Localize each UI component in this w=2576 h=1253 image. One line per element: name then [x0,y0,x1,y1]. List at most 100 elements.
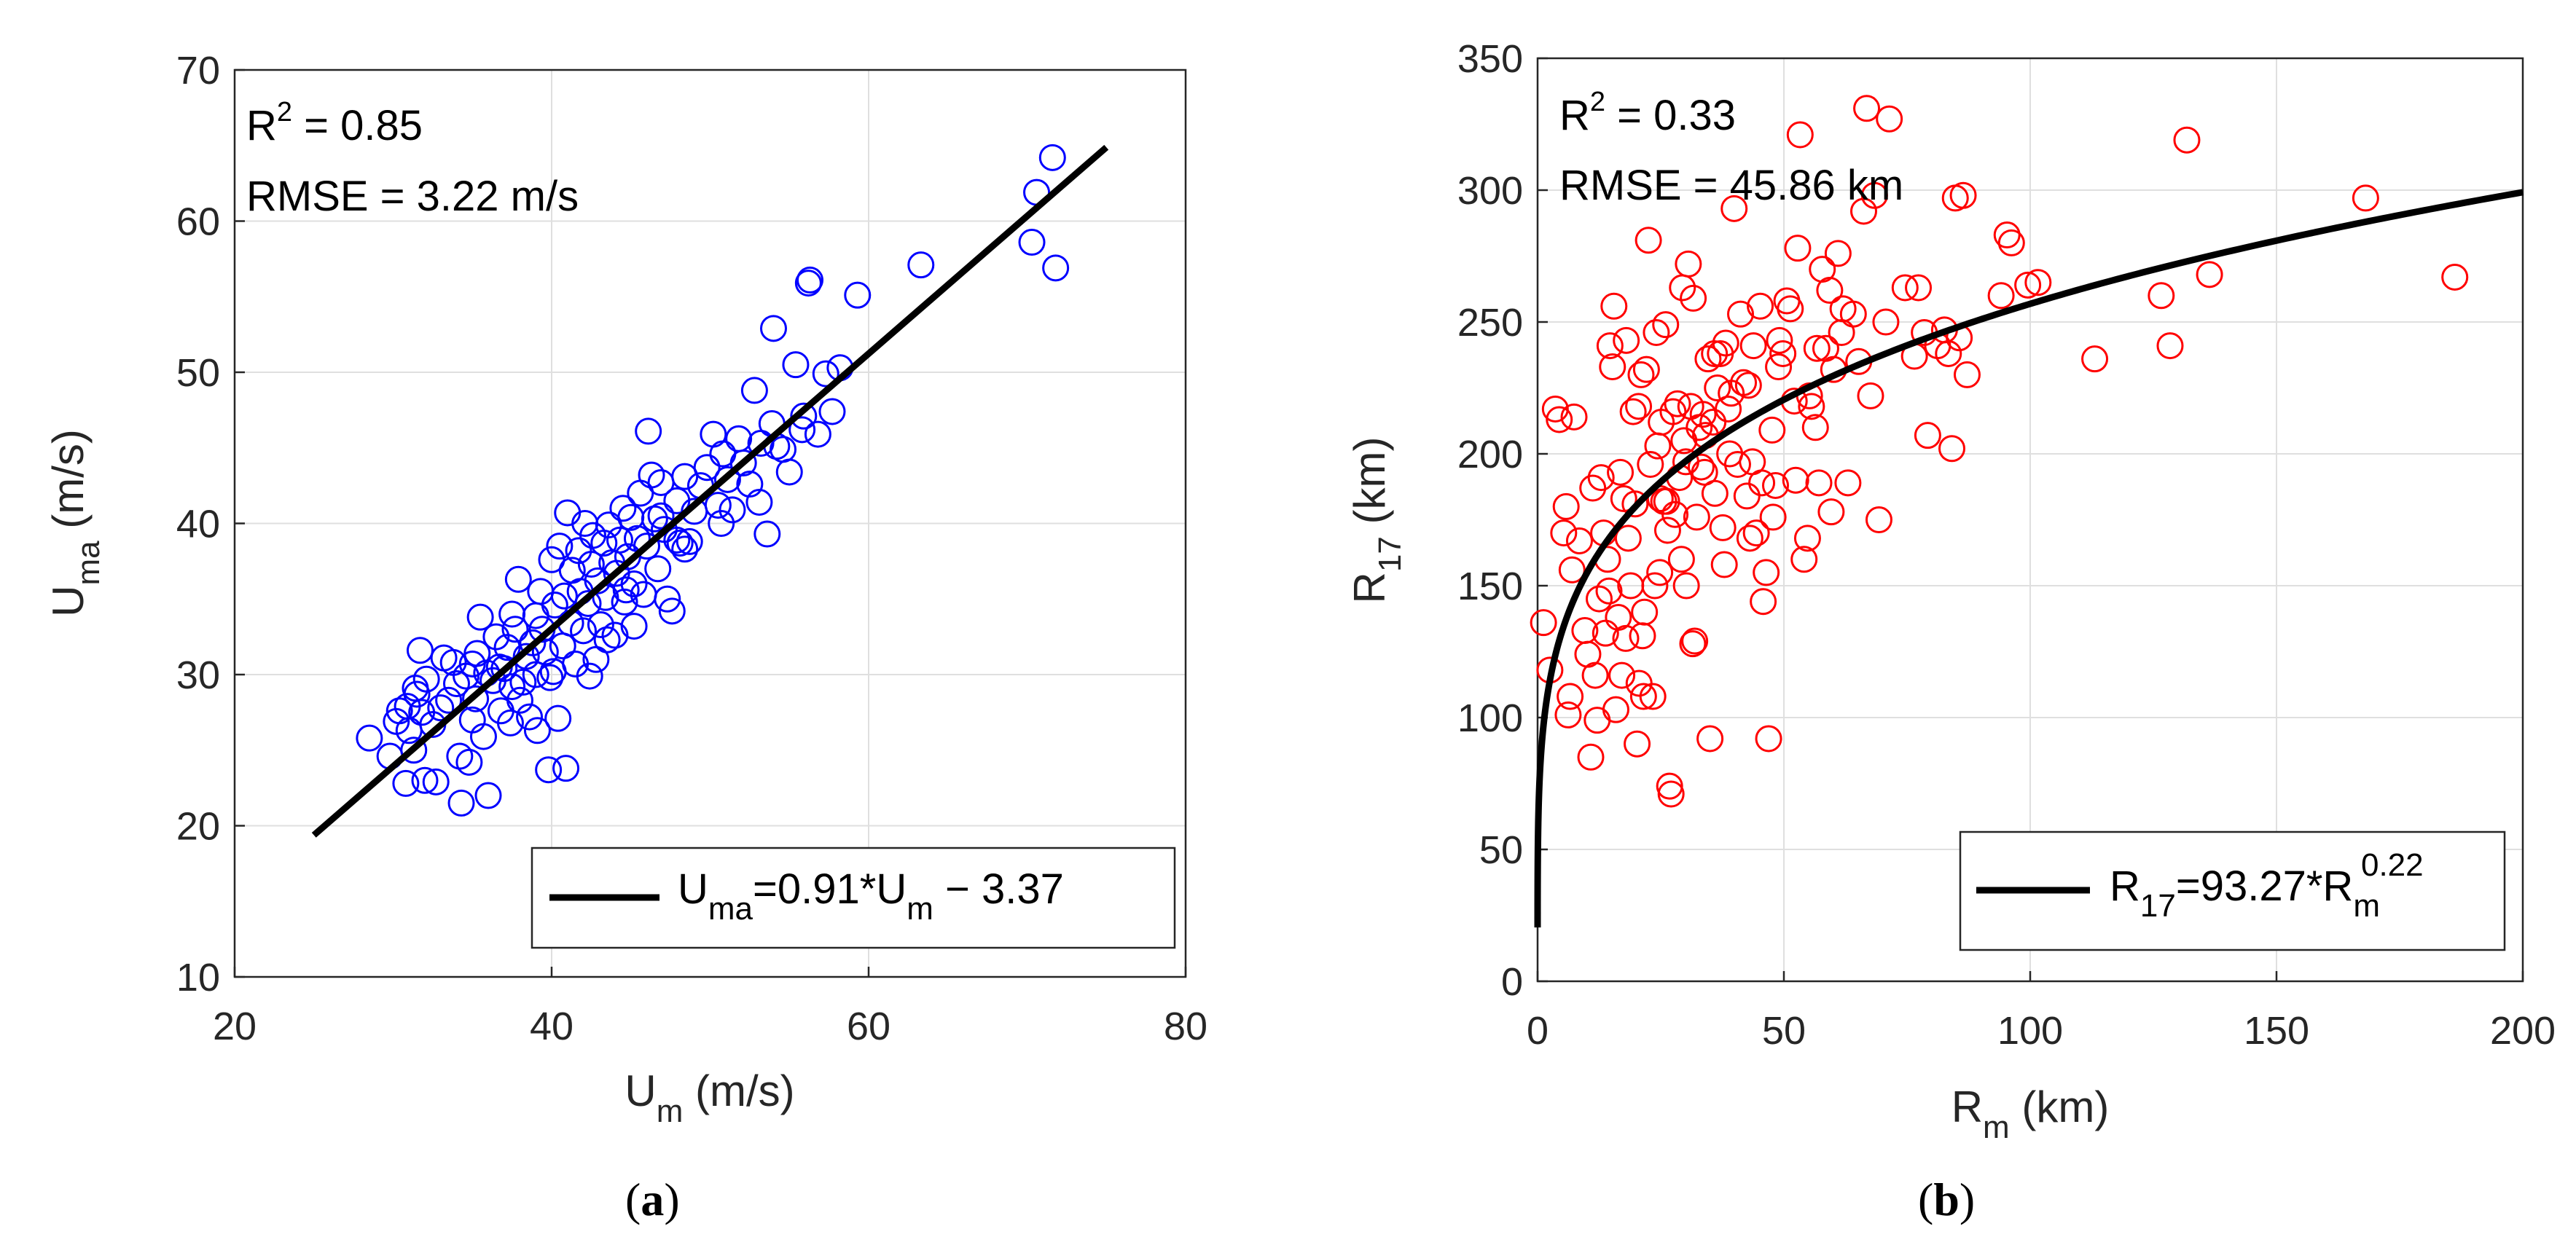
data-point [527,578,555,605]
data-point [663,526,691,554]
data-point [1625,393,1653,420]
data-point [2024,269,2052,296]
data-point [1595,577,1623,605]
panel-a-legend-label: Uma=0.91*Um − 3.37 [678,865,1064,927]
data-point [447,789,475,817]
data-point [1828,318,1855,346]
data-point [1689,401,1717,428]
data-point [1733,482,1761,510]
data-point [1632,356,1660,383]
x-tick-label: 200 [2490,1009,2556,1053]
data-point [411,766,439,794]
panel-a-y-ticks: 10 20 30 40 50 60 70 [176,49,245,999]
data-point [1600,292,1628,320]
data-point [1641,572,1669,600]
data-point [453,662,480,690]
data-point [1619,398,1647,425]
data-point [501,616,529,643]
panel-b-legend-label: R17=93.27*Rm0.22 [2110,847,2424,924]
data-point [512,643,540,670]
data-point [1614,525,1642,552]
panel-b-fit-curve [1534,189,2524,928]
data-point [523,717,551,745]
data-point [1560,403,1588,431]
data-point [1803,334,1831,362]
data-point [796,266,824,294]
panel-b-data-points [1530,95,2469,808]
data-point [612,576,640,604]
data-point [1653,487,1680,515]
data-point [1736,525,1763,552]
x-tick-label: 100 [1997,1009,2063,1053]
data-point [474,782,502,809]
data-point [554,499,582,527]
data-point [633,533,660,560]
y-tick-label: 200 [1457,433,1523,476]
data-point [1607,458,1635,486]
panel-a-legend: Uma=0.91*Um − 3.37 [531,847,1176,949]
data-point [1664,390,1691,417]
data-point [1629,683,1657,710]
data-point [1018,229,1046,256]
data-point [1765,353,1793,381]
data-point [704,492,732,519]
data-point [1552,492,1580,520]
data-point [544,704,572,732]
data-point [1652,311,1680,339]
data-point [1699,409,1727,436]
data-point [620,613,648,640]
data-point [577,551,605,578]
data-point [1599,353,1626,381]
data-point [647,502,675,530]
data-point [1579,474,1607,502]
data-point [458,650,486,677]
data-point [1558,556,1586,584]
data-point [1613,326,1640,354]
data-point [1817,498,1845,526]
data-point [1602,696,1629,723]
data-point [1715,395,1742,423]
data-point [1766,326,1793,354]
data-point [1824,240,1852,267]
y-tick-label: 70 [176,49,220,93]
data-point [1762,471,1790,499]
panel-b-y-axis-label: R17 (km) [1345,437,1408,604]
data-point [1790,546,1818,573]
data-point [443,669,470,697]
data-point [1577,743,1605,771]
x-tick-label: 20 [213,1005,257,1048]
data-point [422,768,450,796]
data-point [658,597,686,625]
data-point [570,617,597,645]
data-point [1637,450,1664,478]
data-point [1872,308,1900,336]
data-point [1798,393,1825,420]
data-point [1565,527,1593,554]
data-point [1627,361,1655,388]
data-point [1581,661,1609,689]
data-point [1734,372,1762,399]
data-point [593,626,621,653]
y-tick-label: 50 [176,351,220,395]
y-tick-label: 300 [1457,169,1523,213]
data-point [1631,598,1659,626]
x-tick-label: 40 [530,1005,573,1048]
data-point [736,471,764,498]
data-point [693,454,721,482]
data-point [536,664,564,691]
data-point [1686,414,1713,441]
data-point [1679,630,1707,658]
data-point [1865,506,1892,533]
x-tick-label: 50 [1762,1009,1806,1053]
data-point [1709,514,1737,541]
data-point [812,360,839,388]
data-point [469,723,497,750]
data-point [2173,126,2201,154]
data-point [601,621,629,649]
data-point [1750,588,1777,616]
data-point [1784,235,1812,262]
data-point [2156,332,2184,360]
y-tick-label: 10 [176,956,220,999]
data-point [1681,627,1709,655]
data-point [844,281,872,309]
